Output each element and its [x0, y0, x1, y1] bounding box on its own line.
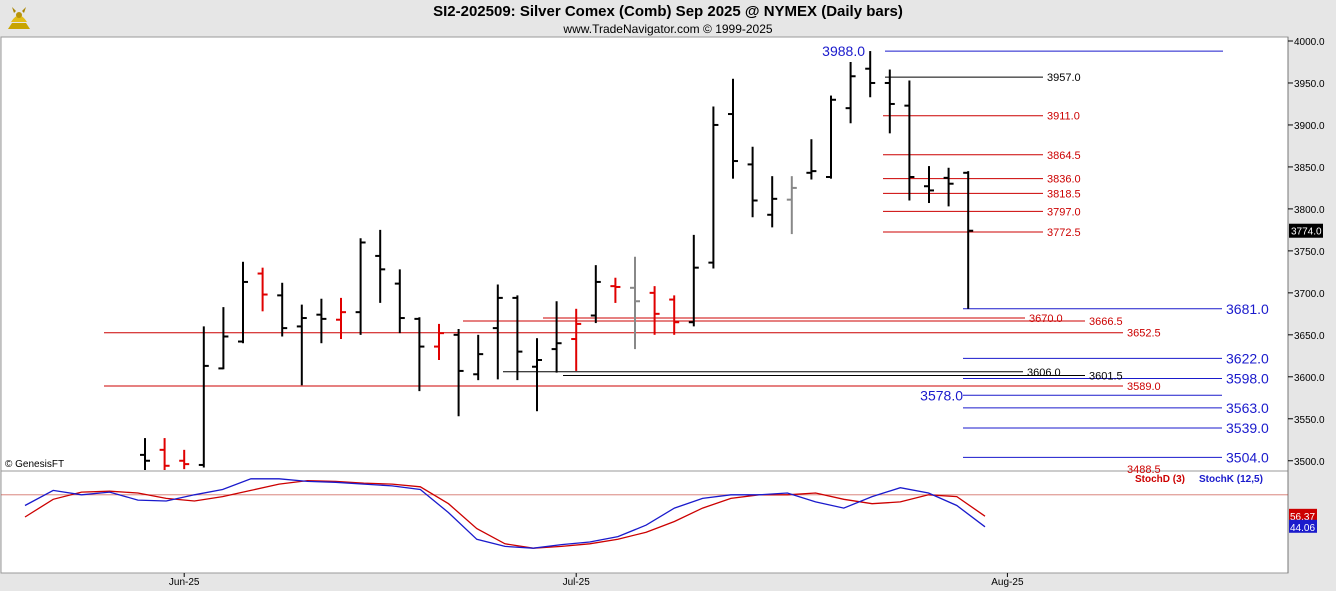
level-label-black: 3957.0: [1047, 72, 1081, 84]
y-tick-label: 3700.0: [1294, 289, 1325, 300]
chart-header: SI2-202509: Silver Comex (Comb) Sep 2025…: [0, 0, 1336, 37]
y-tick-label: 3500.0: [1294, 457, 1325, 468]
y-tick-label: 3950.0: [1294, 79, 1325, 90]
stoch-last-value: 44.06: [1290, 523, 1315, 534]
level-label: 3488.5: [1127, 464, 1161, 476]
level-label: 3652.5: [1127, 328, 1161, 340]
level-label-black: 3606.0: [1027, 367, 1061, 379]
price-panel: [0, 36, 1289, 472]
stoch-last-box: [1289, 519, 1317, 533]
y-tick-label: 3850.0: [1294, 163, 1325, 174]
support-level-label: 3504.0: [1226, 449, 1269, 465]
support-level-label: 3622.0: [1226, 350, 1269, 366]
stoch-last-box: [1289, 508, 1317, 522]
level-label: 3589.0: [1127, 381, 1161, 393]
support-level-label: 3598.0: [1226, 370, 1269, 386]
support-level-label: 3988.0: [822, 43, 865, 59]
stoch-line: [24, 479, 986, 549]
stochastic-panel: [0, 470, 1289, 574]
y-tick-label: 4000.0: [1294, 37, 1325, 48]
x-axis-label: Aug-25: [991, 577, 1024, 588]
stoch-line: [24, 478, 986, 549]
last-price-label: 3774.0: [1291, 227, 1322, 238]
legend-stochd: StochD (3): [1135, 474, 1185, 485]
chart-title: SI2-202509: Silver Comex (Comb) Sep 2025…: [433, 3, 903, 20]
level-label: 3797.0: [1047, 206, 1081, 218]
level-label: 3670.0: [1029, 313, 1063, 325]
x-axis-label: Jul-25: [563, 577, 591, 588]
support-level-label: 3563.0: [1226, 400, 1269, 416]
level-label-black: 3601.5: [1089, 371, 1123, 383]
y-tick-label: 3650.0: [1294, 331, 1325, 342]
y-axis-area: [1288, 37, 1334, 573]
y-tick-label: 3750.0: [1294, 247, 1325, 258]
support-level-label: 3578.0: [920, 387, 963, 403]
chart-subtitle: www.TradeNavigator.com © 1999-2025: [563, 22, 773, 36]
y-tick-label: 3900.0: [1294, 121, 1325, 132]
stoch-last-value: 56.37: [1290, 512, 1315, 523]
level-label: 3836.0: [1047, 174, 1081, 186]
y-tick-label: 3550.0: [1294, 415, 1325, 426]
support-level-label: 3539.0: [1226, 420, 1269, 436]
level-label: 3911.0: [1047, 111, 1080, 123]
last-price-box: [1289, 223, 1323, 238]
support-level-label: 3681.0: [1226, 301, 1269, 317]
golden-bull-icon: [8, 7, 30, 29]
x-axis-label: Jun-25: [169, 577, 200, 588]
level-label: 3864.5: [1047, 150, 1081, 162]
level-label: 3666.5: [1089, 316, 1123, 328]
level-label: 3772.5: [1047, 227, 1081, 239]
level-label: 3818.5: [1047, 188, 1081, 200]
watermark: © GenesisFT: [5, 459, 64, 470]
legend-stochk: StochK (12,5): [1199, 474, 1263, 485]
y-tick-label: 3800.0: [1294, 205, 1325, 216]
y-tick-label: 3600.0: [1294, 373, 1325, 384]
